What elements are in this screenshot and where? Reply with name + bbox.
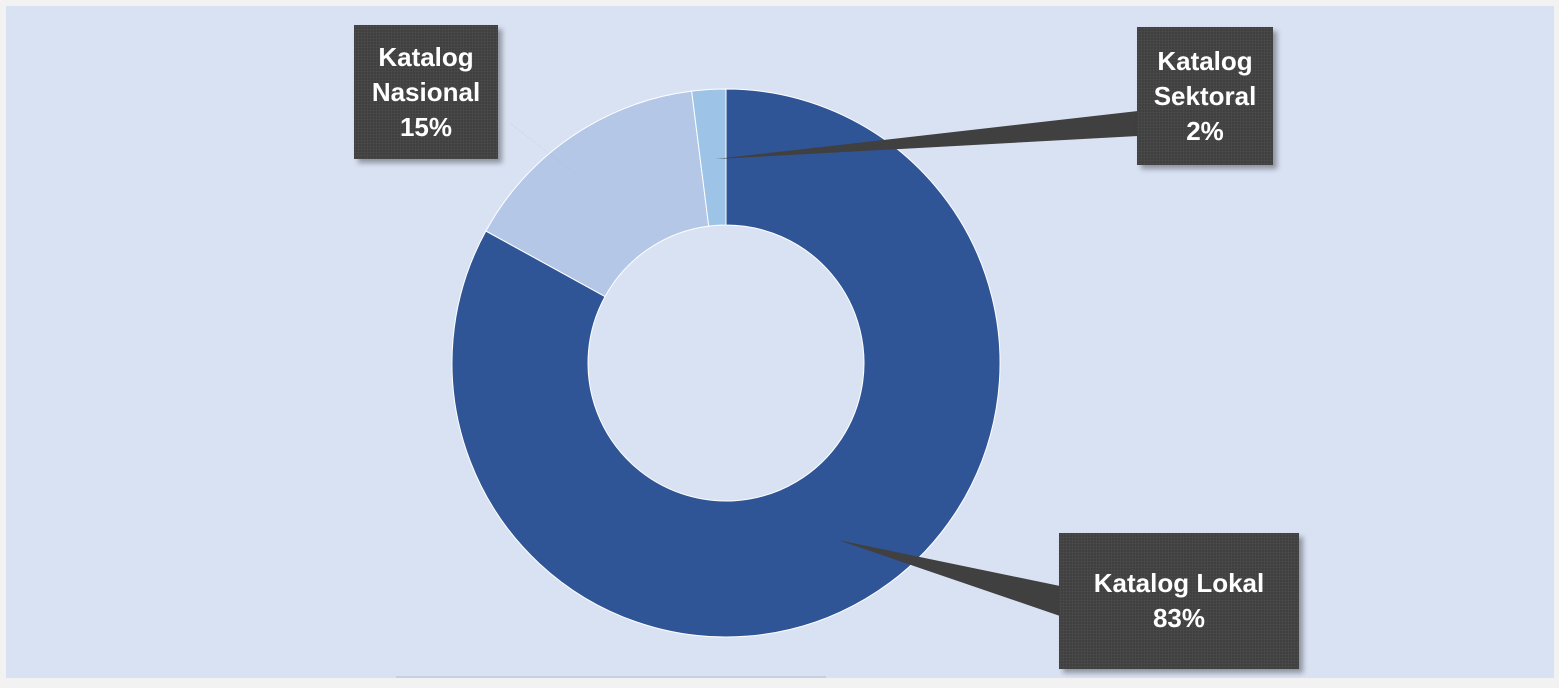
data-label-value: 2% bbox=[1186, 115, 1224, 146]
data-label-katalog-nasional: Katalog Nasional 15% bbox=[354, 25, 498, 159]
bottom-divider bbox=[396, 676, 826, 678]
callout-katalog-nasional bbox=[481, 101, 602, 194]
callout-katalog-sektoral bbox=[716, 111, 1138, 159]
data-label-value: 15% bbox=[399, 111, 453, 142]
doughnut-chart bbox=[451, 88, 1138, 638]
slice-katalog-sektoral bbox=[691, 88, 727, 227]
data-label-katalog-sektoral: Katalog Sektoral 2% bbox=[1137, 27, 1273, 165]
data-label-line: Katalog bbox=[378, 41, 474, 72]
chart-area: Katalog Nasional 15% Katalog Sektoral 2%… bbox=[6, 6, 1554, 678]
data-label-line: Katalog Lokal bbox=[1093, 568, 1265, 598]
data-label-line: Nasional bbox=[371, 76, 481, 107]
slice-katalog-nasional bbox=[485, 90, 710, 298]
data-label-value: 83% bbox=[1152, 603, 1206, 633]
slice-katalog-lokal bbox=[451, 88, 1001, 638]
callout-katalog-lokal bbox=[838, 540, 1060, 616]
data-label-line: Katalog bbox=[1157, 45, 1253, 76]
data-label-line: Sektoral bbox=[1153, 80, 1257, 111]
slice-layer bbox=[451, 88, 1001, 638]
data-label-katalog-lokal: Katalog Lokal 83% bbox=[1059, 533, 1299, 669]
callout-layer bbox=[481, 101, 1138, 616]
